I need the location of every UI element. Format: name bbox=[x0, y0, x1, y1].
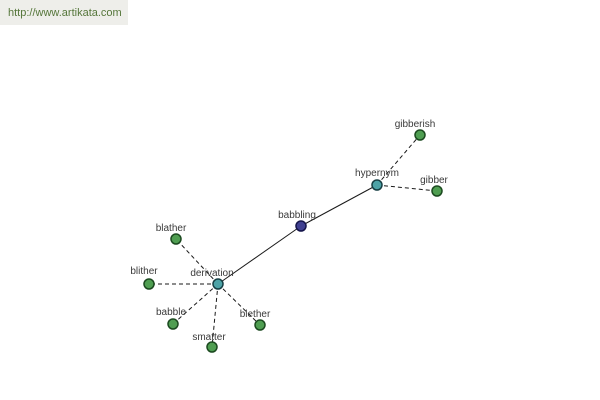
edge-derivation-blether bbox=[217, 283, 261, 326]
node-blether[interactable] bbox=[254, 319, 266, 331]
edge-derivation-babble bbox=[172, 283, 219, 325]
node-hypernym[interactable] bbox=[371, 179, 383, 191]
node-babbling[interactable] bbox=[295, 220, 307, 232]
node-label-blether[interactable]: blether bbox=[240, 309, 271, 320]
node-smatter[interactable] bbox=[206, 341, 218, 353]
node-blather[interactable] bbox=[170, 233, 182, 245]
edge-derivation-smatter bbox=[211, 283, 219, 348]
node-label-blither[interactable]: blither bbox=[130, 266, 158, 277]
node-label-babble[interactable]: babble bbox=[156, 307, 186, 318]
edge-hypernym-gibber bbox=[376, 184, 438, 192]
node-blither[interactable] bbox=[143, 278, 155, 290]
node-label-babbling[interactable]: babbling bbox=[278, 210, 316, 221]
url-bar[interactable]: http://www.artikata.com bbox=[0, 0, 128, 25]
edge-derivation-blather bbox=[175, 238, 219, 285]
node-babble[interactable] bbox=[167, 318, 179, 330]
node-label-smatter[interactable]: smatter bbox=[192, 332, 226, 343]
node-label-gibberish[interactable]: gibberish bbox=[395, 119, 436, 130]
node-label-blather[interactable]: blather bbox=[156, 223, 187, 234]
node-label-hypernym[interactable]: hypernym bbox=[355, 168, 399, 179]
node-derivation[interactable] bbox=[212, 278, 224, 290]
node-gibberish[interactable] bbox=[414, 129, 426, 141]
node-gibber[interactable] bbox=[431, 185, 443, 197]
node-label-gibber[interactable]: gibber bbox=[420, 175, 448, 186]
node-label-derivation[interactable]: derivation bbox=[190, 268, 233, 279]
edge-hypernym-gibberish bbox=[376, 134, 421, 186]
url-text: http://www.artikata.com bbox=[8, 6, 122, 19]
edge-derivation-babbling bbox=[217, 225, 302, 285]
edge-babbling-hypernym bbox=[300, 184, 378, 227]
